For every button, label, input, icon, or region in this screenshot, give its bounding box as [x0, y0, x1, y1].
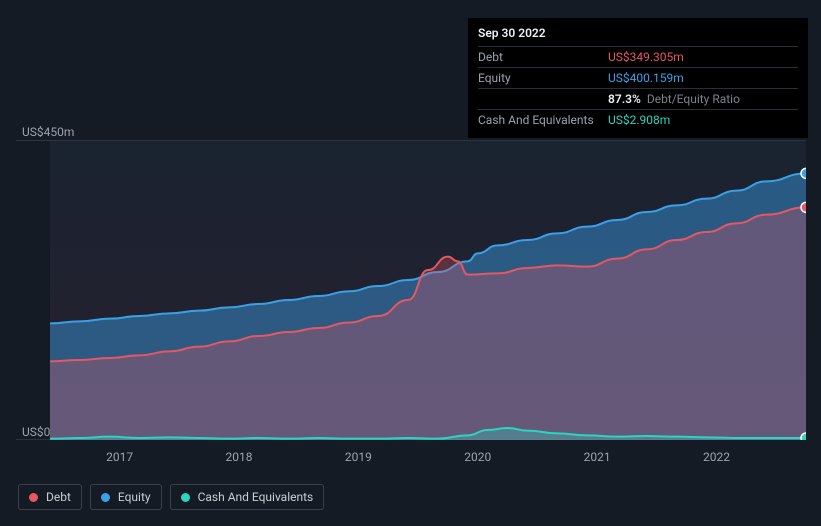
- xaxis-tick: 2017: [106, 450, 133, 464]
- tooltip-row-cash: Cash And Equivalents US$2.908m: [478, 109, 798, 130]
- legend-item-cash-and-equivalents[interactable]: Cash And Equivalents: [170, 484, 325, 510]
- tooltip-label-debt: Debt: [478, 50, 608, 64]
- tooltip-value-equity: US$400.159m: [608, 71, 684, 85]
- legend-dot-icon: [101, 493, 110, 502]
- legend-dot-icon: [29, 493, 38, 502]
- tooltip-label-equity: Equity: [478, 71, 608, 85]
- tooltip-row-equity: Equity US$400.159m: [478, 67, 798, 88]
- tooltip-ratio-label: Debt/Equity Ratio: [647, 92, 740, 106]
- legend-label: Cash And Equivalents: [198, 490, 314, 504]
- area-chart[interactable]: [16, 140, 806, 440]
- xaxis-tick: 2018: [226, 450, 253, 464]
- legend-label: Equity: [118, 490, 151, 504]
- chart-legend: Debt Equity Cash And Equivalents: [18, 484, 324, 510]
- tooltip-value-debt: US$349.305m: [608, 50, 684, 64]
- legend-label: Debt: [46, 490, 71, 504]
- legend-item-debt[interactable]: Debt: [18, 484, 82, 510]
- tooltip-row-debt: Debt US$349.305m: [478, 46, 798, 67]
- chart-tooltip: Sep 30 2022 Debt US$349.305m Equity US$4…: [468, 18, 808, 138]
- xaxis-tick: 2022: [703, 450, 730, 464]
- yaxis-label-top: US$450m: [22, 125, 74, 139]
- tooltip-value-cash: US$2.908m: [608, 113, 670, 127]
- tooltip-row-ratio: 87.3% Debt/Equity Ratio: [478, 88, 798, 109]
- xaxis-tick: 2020: [464, 450, 491, 464]
- tooltip-label-cash: Cash And Equivalents: [478, 113, 608, 127]
- xaxis-tick: 2019: [345, 450, 372, 464]
- xaxis-tick: 2021: [584, 450, 611, 464]
- legend-item-equity[interactable]: Equity: [90, 484, 162, 510]
- legend-dot-icon: [181, 493, 190, 502]
- tooltip-date: Sep 30 2022: [478, 26, 798, 46]
- tooltip-ratio-pct: 87.3%: [608, 92, 641, 106]
